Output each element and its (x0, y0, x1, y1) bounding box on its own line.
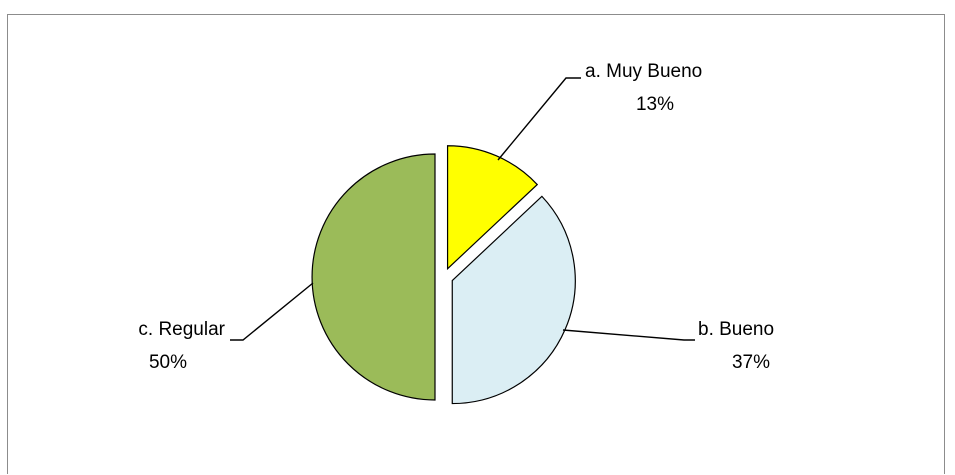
slice-label-bueno: b. Bueno (698, 319, 774, 340)
slice-percent-regular: 50% (149, 352, 187, 373)
slice-percent-muy-bueno: 13% (636, 94, 674, 115)
pie-slice-muy-bueno (446, 145, 539, 271)
slice-label-muy-bueno: a. Muy Bueno (585, 61, 702, 82)
slice-label-regular: c. Regular (138, 319, 225, 340)
leader-line-muy-bueno (497, 77, 581, 161)
slice-percent-bueno: 37% (732, 352, 770, 373)
leader-line-regular (230, 282, 314, 341)
leader-line-bueno (562, 329, 695, 341)
pie-slice-regular (311, 153, 436, 401)
pie-slice-bueno (451, 195, 576, 405)
